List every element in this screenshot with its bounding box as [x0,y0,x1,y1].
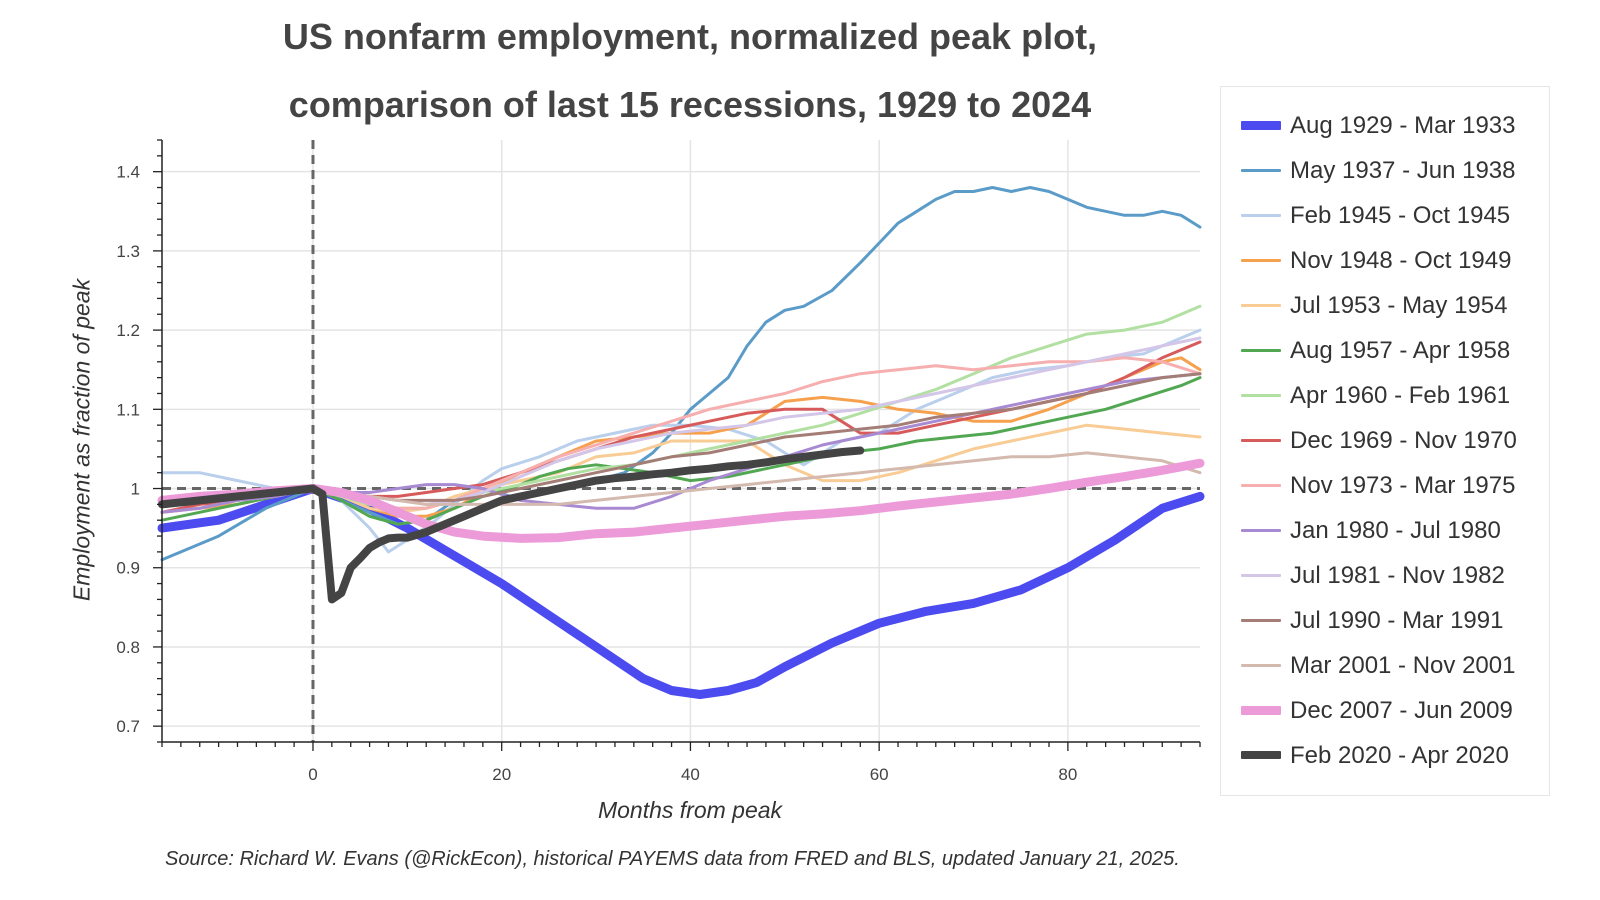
legend-label: Feb 2020 - Apr 2020 [1290,742,1509,769]
legend-label: Aug 1929 - Mar 1933 [1290,112,1516,139]
x-tick-label: 40 [681,765,700,784]
legend-swatch [1241,438,1281,442]
legend-item: Feb 1945 - Oct 1945 [1221,196,1551,236]
series-line-1 [160,186,1202,562]
chart-title-line-2: comparison of last 15 recessions, 1929 t… [288,84,1092,125]
series-line-5 [160,376,1202,526]
legend-item: Nov 1948 - Oct 1949 [1221,241,1551,281]
legend: Aug 1929 - Mar 1933 May 1937 - Jun 1938 Fe… [1220,86,1550,796]
legend-swatch [1241,483,1281,487]
legend-item: Mar 2001 - Nov 2001 [1221,646,1551,686]
series-line-0 [157,484,1205,699]
legend-label: Jul 1990 - Mar 1991 [1290,607,1504,634]
legend-item: Feb 2020 - Apr 2020 [1221,736,1551,776]
y-tick-label: 0.8 [116,638,140,657]
x-tick-label: 80 [1058,765,1077,784]
y-tick-label: 0.9 [116,559,140,578]
axes: 0 20 40 60 80 0.7 0.8 0.9 1 1.1 1.2 1.3 1.4 [116,139,1201,784]
legend-label: Nov 1973 - Mar 1975 [1290,472,1516,499]
y-tick-label: 1.1 [116,400,140,419]
chart-title-line-1: US nonfarm employment, normalized peak p… [282,16,1098,57]
grid [162,140,1200,742]
legend-swatch [1241,751,1281,759]
legend-swatch [1241,213,1281,217]
series-line-2 [160,328,1202,554]
legend-item: Apr 1960 - Feb 1961 [1221,376,1551,416]
y-tick-label: 0.7 [116,717,140,736]
series-line-14 [158,446,865,604]
y-tick-label: 1.2 [116,321,140,340]
legend-label: Aug 1957 - Apr 1958 [1290,337,1511,364]
legend-item: Jan 1980 - Jul 1980 [1221,511,1551,551]
legend-swatch [1241,663,1281,667]
legend-label: Feb 1945 - Oct 1945 [1290,202,1511,229]
legend-item: Aug 1957 - Apr 1958 [1221,331,1551,371]
y-tick-label: 1 [131,480,140,499]
legend-swatch [1241,120,1281,130]
legend-swatch [1241,573,1281,577]
legend-item: May 1937 - Jun 1938 [1221,151,1551,191]
series-lines [157,186,1205,699]
legend-label: Dec 1969 - Nov 1970 [1290,427,1517,454]
x-axis-label: Months from peak [597,797,783,823]
legend-item: Jul 1953 - May 1954 [1221,286,1551,326]
y-tick-label: 1.3 [116,242,140,261]
legend-label: Dec 2007 - Jun 2009 [1290,697,1513,724]
legend-item: Nov 1973 - Mar 1975 [1221,466,1551,506]
legend-swatch [1241,618,1281,622]
legend-label: Jul 1953 - May 1954 [1290,292,1508,319]
series-line-13 [157,458,1205,543]
x-tick-label: 20 [492,765,511,784]
legend-swatch [1241,705,1281,715]
legend-label: Mar 2001 - Nov 2001 [1290,652,1516,679]
legend-swatch [1241,348,1281,352]
legend-label: May 1937 - Jun 1938 [1290,157,1516,184]
legend-item: Jul 1990 - Mar 1991 [1221,601,1551,641]
source-note: Source: Richard W. Evans (@RickEcon), hi… [165,848,1180,870]
legend-label: Jan 1980 - Jul 1980 [1290,517,1501,544]
legend-swatch [1241,303,1281,307]
y-tick-label: 1.4 [116,163,140,182]
legend-swatch [1241,528,1281,532]
legend-item: Dec 2007 - Jun 2009 [1221,691,1551,731]
legend-item: Dec 1969 - Nov 1970 [1221,421,1551,461]
legend-swatch [1241,168,1281,172]
legend-label: Jul 1981 - Nov 1982 [1290,562,1505,589]
x-tick-label: 0 [308,765,317,784]
legend-swatch [1241,258,1281,262]
y-axis-label: Employment as fraction of peak [68,278,95,602]
legend-swatch [1241,393,1281,397]
x-tick-label: 60 [870,765,889,784]
legend-item: Jul 1981 - Nov 1982 [1221,556,1551,596]
legend-label: Nov 1948 - Oct 1949 [1290,247,1512,274]
legend-item: Aug 1929 - Mar 1933 [1221,106,1551,146]
legend-label: Apr 1960 - Feb 1961 [1290,382,1511,409]
